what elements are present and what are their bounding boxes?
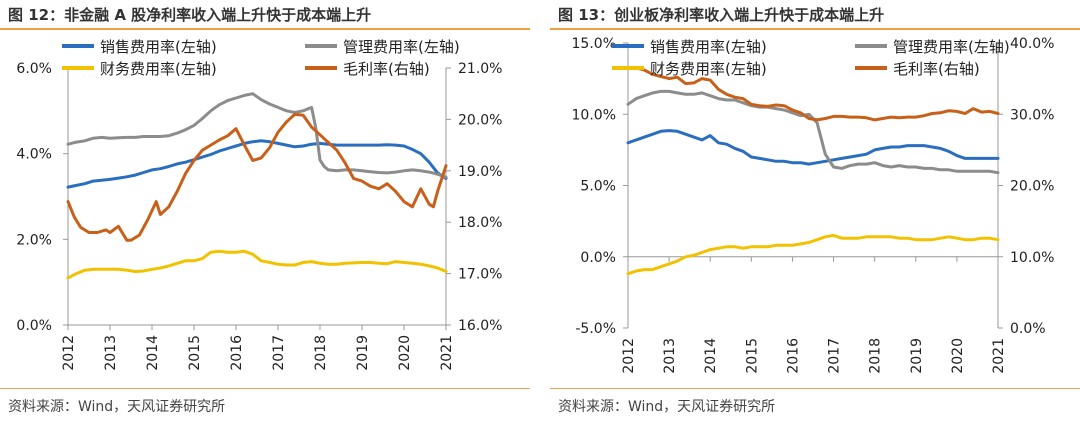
y-tick-label-left: 4.0% [16,147,52,163]
x-tick-label: 2021 [991,338,1007,374]
chart-12: 0.0% 2.0% 4.0% 6.0% 16.0% 17.0% 18.0% 19.0% 20.0… [16,38,502,371]
source-rule [0,388,530,389]
x-tick-label: 2016 [785,338,801,374]
y-tick-label-left: 0.0% [16,318,52,334]
source-note: 资料来源：Wind，天风证券研究所 [558,399,776,415]
series-line [626,233,1000,276]
series-line [66,139,448,189]
legend-label: 毛利率(右轴) [893,60,980,78]
x-tick-label: 2015 [187,335,203,371]
x-tick-label: 2018 [868,338,884,374]
x-tick-label: 2014 [145,335,161,371]
series-line [66,92,448,179]
y-tick-label-right: 21.0% [458,61,502,77]
x-tick-label: 2020 [397,335,413,371]
legend-label: 财务费用率(左轴) [100,60,217,78]
y-tick-label-right: 20.0% [458,112,502,128]
y-tick-label-right: 0.0% [1010,321,1046,337]
series-line [66,112,448,242]
y-tick-label-right: 30.0% [1010,107,1054,123]
title-rule [550,28,1080,30]
series-line [626,66,1000,122]
y-tick-label-right: 16.0% [458,318,502,334]
x-tick-label: 2012 [621,338,637,374]
legend-label: 毛利率(右轴) [343,60,430,78]
x-tick-label: 2021 [439,335,455,371]
y-tick-label-right: 40.0% [1010,36,1054,52]
x-tick-label: 2018 [313,335,329,371]
chart-13: -5.0% 0.0% 5.0% 10.0% 15.0% 0.0% 10.0% 20.0% 30.… [572,36,1055,374]
y-tick-label-right: 19.0% [458,164,502,180]
series-line [626,129,1000,166]
x-tick-label: 2016 [229,335,245,371]
y-tick-label-left: 15.0% [572,36,616,52]
series-line [66,249,448,280]
y-tick-label-right: 17.0% [458,267,502,283]
legend-label: 管理费用率(左轴) [343,38,460,56]
x-tick-label: 2013 [103,335,119,371]
y-tick-label-left: 6.0% [16,61,52,77]
legend-label: 销售费用率(左轴) [100,38,217,56]
legend-label: 销售费用率(左轴) [650,38,767,56]
y-tick-label-left: 5.0% [580,179,616,195]
x-tick-label: 2013 [662,338,678,374]
x-tick-label: 2015 [744,338,760,374]
y-tick-label-right: 18.0% [458,215,502,231]
legend-label: 财务费用率(左轴) [650,60,767,78]
title-rule [0,28,530,30]
y-tick-label-left: 10.0% [572,107,616,123]
chart-panel-12: 图 12：非金融 A 股净利率收入端上升快于成本端上升 0.0% 2.0% 4.0%… [0,0,530,436]
x-tick-label: 2020 [950,338,966,374]
y-tick-label-right: 20.0% [1010,179,1054,195]
chart-panel-13: 图 13：创业板净利率收入端上升快于成本端上升 -5.0% 0.0% 5.0% 10.… [550,0,1080,436]
source-rule [550,388,1080,389]
y-tick-label-left: 2.0% [16,232,52,248]
y-tick-label-left: 0.0% [580,250,616,266]
chart-title: 图 13：创业板净利率收入端上升快于成本端上升 [558,6,885,24]
x-tick-label: 2019 [909,338,925,374]
y-tick-label-left: -5.0% [575,321,616,337]
x-tick-label: 2017 [271,335,287,371]
legend-label: 管理费用率(左轴) [893,38,1010,56]
x-tick-label: 2012 [61,335,77,371]
x-tick-label: 2017 [827,338,843,374]
y-tick-label-right: 10.0% [1010,250,1054,266]
chart-title: 图 12：非金融 A 股净利率收入端上升快于成本端上升 [8,6,372,24]
x-tick-label: 2014 [703,338,719,374]
x-tick-label: 2019 [355,335,371,371]
source-note: 资料来源：Wind，天风证券研究所 [8,399,226,415]
